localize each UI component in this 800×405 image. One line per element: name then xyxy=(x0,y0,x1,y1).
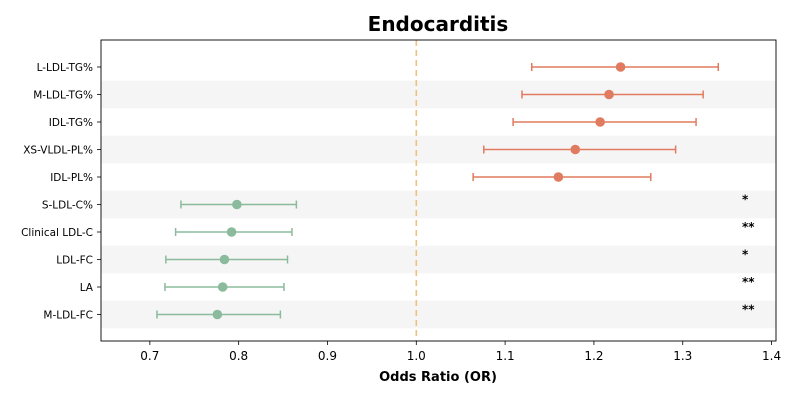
x-tick-label: 0.9 xyxy=(318,349,337,363)
x-tick-label: 0.7 xyxy=(140,349,159,363)
point-estimate xyxy=(615,62,626,72)
chart-title: Endocarditis xyxy=(368,12,509,36)
x-tick-label: 1.1 xyxy=(496,349,515,363)
significance-label: * xyxy=(742,193,749,207)
row-label: M-LDL-TG% xyxy=(33,90,93,102)
row-label: S-LDL-C% xyxy=(42,200,93,212)
significance-label: ** xyxy=(742,303,755,317)
point-estimate xyxy=(232,199,242,210)
significance-label: ** xyxy=(742,220,755,234)
row-label: LA xyxy=(80,282,94,294)
point-estimate xyxy=(595,117,605,127)
point-estimate xyxy=(553,172,564,182)
row-label: L-LDL-TG% xyxy=(37,62,93,74)
x-tick-label: 0.8 xyxy=(229,349,248,363)
row-label: LDL-FC xyxy=(56,255,93,267)
x-tick-label: 1.3 xyxy=(673,349,692,363)
point-estimate xyxy=(226,227,237,237)
data-layer: L-LDL-TG% M-LDL-TG% IDL-TG% XS-VLDL-PL% IDL-… xyxy=(21,39,781,363)
x-axis-label: Odds Ratio (OR) xyxy=(379,370,497,385)
row-label: M-LDL-FC xyxy=(43,310,93,322)
row-label: Clinical LDL-C xyxy=(21,227,93,239)
x-tick-label: 1.4 xyxy=(762,349,781,363)
point-estimate xyxy=(219,254,230,265)
plot-frame xyxy=(100,39,777,342)
x-tick-label: 1.0 xyxy=(407,349,426,363)
row-label: XS-VLDL-PL% xyxy=(23,145,93,157)
point-estimate xyxy=(604,89,614,100)
point-estimate xyxy=(570,144,581,155)
point-estimate xyxy=(217,282,228,292)
significance-label: * xyxy=(742,248,749,262)
point-estimate xyxy=(212,309,223,320)
row-label: IDL-PL% xyxy=(50,172,93,184)
row-label: IDL-TG% xyxy=(49,117,93,129)
x-tick-label: 1.2 xyxy=(584,349,603,363)
significance-label: ** xyxy=(742,275,755,289)
